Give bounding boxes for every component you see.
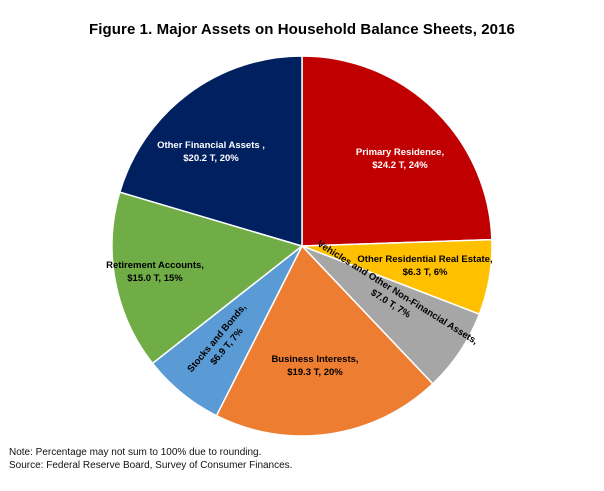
pie-slice-6: [111, 191, 304, 365]
slice-label-2: Other Residential Real Estate, $6.3 T, 6%: [357, 254, 492, 278]
pie-slice-4: [215, 244, 434, 437]
rounding-note: Note: Percentage may not sum to 100% due…: [9, 447, 262, 458]
pie-slice-7: [118, 55, 303, 248]
chart-title: Figure 1. Major Assets on Household Bala…: [88, 21, 515, 38]
slice-label-name: Other Financial Assets ,: [157, 140, 265, 151]
slice-label-1: Primary Residence, $24.2 T, 24%: [356, 147, 444, 171]
pie-slice-1: [301, 55, 493, 247]
source-note: Source: Federal Reserve Board, Survey of…: [9, 460, 293, 471]
slice-label-7: Other Financial Assets , $20.2 T, 20%: [157, 140, 265, 164]
slice-label-name: Retirement Accounts,: [106, 260, 204, 271]
slice-label-value: $24.2 T, 24%: [372, 160, 428, 171]
slice-label-4: Business Interests, $19.3 T, 20%: [271, 354, 358, 378]
slice-label-value: $19.3 T, 20%: [287, 367, 343, 378]
slice-label-name: Business Interests,: [271, 354, 358, 365]
slice-label-6: Retirement Accounts, $15.0 T, 15%: [106, 260, 204, 284]
slice-label-value: $6.3 T, 6%: [403, 267, 448, 278]
slice-label-name: Primary Residence,: [356, 147, 444, 158]
slice-label-value: $15.0 T, 15%: [127, 273, 183, 284]
slice-label-name: Other Residential Real Estate,: [357, 254, 492, 265]
slice-label-value: $20.2 T, 20%: [183, 153, 239, 164]
